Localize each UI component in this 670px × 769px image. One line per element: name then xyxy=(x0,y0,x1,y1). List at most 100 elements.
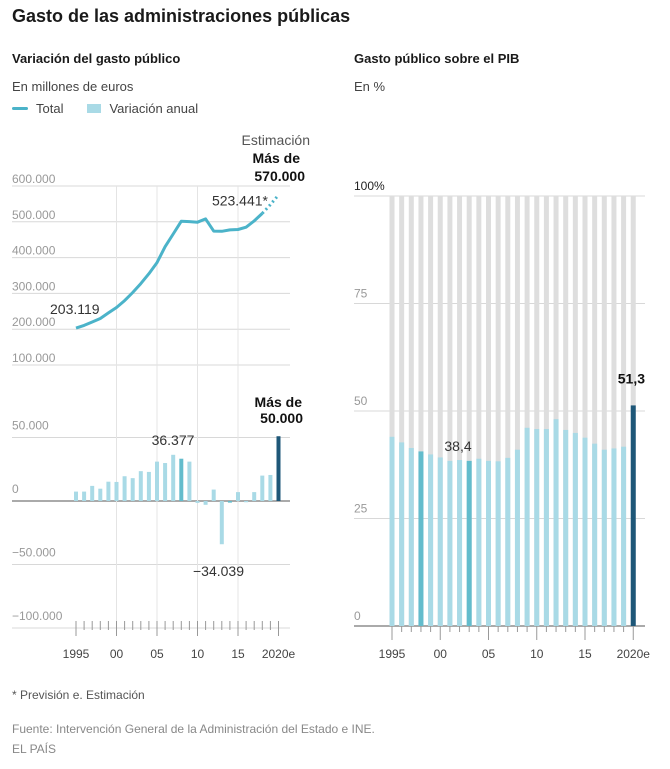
pib-bar xyxy=(582,437,588,626)
variation-bar xyxy=(146,471,151,501)
estimate-pib-label: 51,3 xyxy=(618,370,645,386)
pib-bar xyxy=(553,419,559,626)
pib-bar xyxy=(428,454,434,626)
pib-background-bar xyxy=(437,196,443,626)
max-variation-label: 36.377 xyxy=(152,432,195,448)
pib-bar xyxy=(466,460,472,626)
footnote: * Previsión e. Estimación xyxy=(12,688,145,702)
left-chart-title: Variación del gasto público xyxy=(12,51,181,66)
variation-bar xyxy=(98,488,103,501)
pib-bar xyxy=(621,446,627,626)
pib-bar xyxy=(524,427,530,626)
estimation-caption: Estimación xyxy=(242,132,310,148)
pib-bar xyxy=(630,405,636,626)
y-tick-label: 0 xyxy=(12,482,19,496)
y-tick-label: 200.000 xyxy=(12,315,56,329)
variation-bar xyxy=(82,491,87,501)
pib-background-bar xyxy=(601,196,607,626)
pib-bar xyxy=(611,448,617,626)
x-tick-label: 15 xyxy=(578,647,592,661)
pib-bar xyxy=(408,447,414,626)
pib-bar xyxy=(486,460,491,626)
min-variation-label: −34.039 xyxy=(193,563,244,579)
pib-background-bar xyxy=(534,196,540,626)
legend-variation-label: Variación anual xyxy=(109,101,199,116)
pib-background-bar xyxy=(418,196,424,626)
pib-background-bar xyxy=(408,196,414,626)
pib-bar xyxy=(601,449,607,626)
pib-background-bar xyxy=(466,196,472,626)
variation-bar xyxy=(130,478,135,501)
pib-background-bar xyxy=(428,196,434,626)
pib-bar xyxy=(534,429,540,626)
variation-bar xyxy=(244,501,249,503)
variation-bar xyxy=(90,485,95,501)
brand: EL PAÍS xyxy=(12,742,57,756)
x-tick-label: 05 xyxy=(150,647,164,661)
pib-bar xyxy=(592,443,598,626)
estimate-line xyxy=(261,194,280,215)
pib-background-bar xyxy=(476,196,482,626)
pib-background-bar xyxy=(457,196,463,626)
variation-bar xyxy=(195,501,200,503)
x-tick-label: 05 xyxy=(482,647,496,661)
estimation-line2: 570.000 xyxy=(254,168,305,184)
variation-bar xyxy=(138,471,143,501)
y-tick-label: 50.000 xyxy=(12,419,49,433)
pib-bar xyxy=(399,442,405,626)
pib-background-bar xyxy=(514,196,520,626)
legend-total-label: Total xyxy=(36,101,64,116)
variation-bar xyxy=(260,475,265,501)
start-value-label: 203.119 xyxy=(50,301,100,317)
y-tick-label: 25 xyxy=(354,502,368,516)
variation-bar xyxy=(187,461,192,501)
x-tick-label: 1995 xyxy=(379,647,406,661)
pib-background-bar xyxy=(611,196,617,626)
pib-bar xyxy=(543,429,549,626)
pib-background-bar xyxy=(553,196,559,626)
page-title: Gasto de las administraciones públicas xyxy=(12,6,351,26)
legend-variation-swatch xyxy=(87,104,102,113)
pib-background-bar xyxy=(582,196,588,626)
right-chart-unit: En % xyxy=(354,79,386,94)
pib-bar xyxy=(572,432,578,626)
x-tick-label: 00 xyxy=(434,647,448,661)
variation-bar xyxy=(227,501,232,503)
pib-bar xyxy=(437,457,443,626)
estimate-variation-line2: 50.000 xyxy=(260,410,303,426)
y-tick-label: 100% xyxy=(354,179,385,193)
x-tick-label: 2020e xyxy=(262,647,296,661)
variation-bar xyxy=(203,501,208,505)
pib-background-bar xyxy=(505,196,511,626)
pib-bar xyxy=(563,429,569,626)
total-line xyxy=(75,212,264,330)
variation-bar xyxy=(236,492,240,501)
right-chart-title: Gasto público sobre el PIB xyxy=(354,51,520,66)
pib-background-bar xyxy=(592,196,598,626)
variation-bar xyxy=(171,454,176,501)
x-tick-label: 15 xyxy=(231,647,245,661)
variation-bar xyxy=(163,463,168,501)
pib-bar xyxy=(514,449,520,626)
variation-bar xyxy=(276,436,281,501)
x-tick-label: 10 xyxy=(530,647,544,661)
x-tick-label: 2020e xyxy=(617,647,651,661)
variation-bar xyxy=(252,492,257,501)
pib-background-bar xyxy=(543,196,549,626)
pib-background-bar xyxy=(447,196,453,626)
y-tick-label: 500.000 xyxy=(12,208,56,222)
pib-bar xyxy=(418,451,424,626)
estimation-line1: Más de xyxy=(253,150,301,166)
x-tick-label: 10 xyxy=(191,647,205,661)
legend: Total Variación anual xyxy=(12,101,198,116)
pib-background-bar xyxy=(563,196,569,626)
pib-background-bar xyxy=(486,196,491,626)
variation-bar xyxy=(211,489,216,501)
variation-bar xyxy=(106,481,111,501)
y-tick-label: 50 xyxy=(354,394,368,408)
source: Fuente: Intervención General de la Admin… xyxy=(12,722,375,736)
y-tick-label: 100.000 xyxy=(12,351,56,365)
y-tick-label: 400.000 xyxy=(12,244,56,258)
pib-background-bar xyxy=(572,196,578,626)
pib-bar xyxy=(447,460,453,626)
